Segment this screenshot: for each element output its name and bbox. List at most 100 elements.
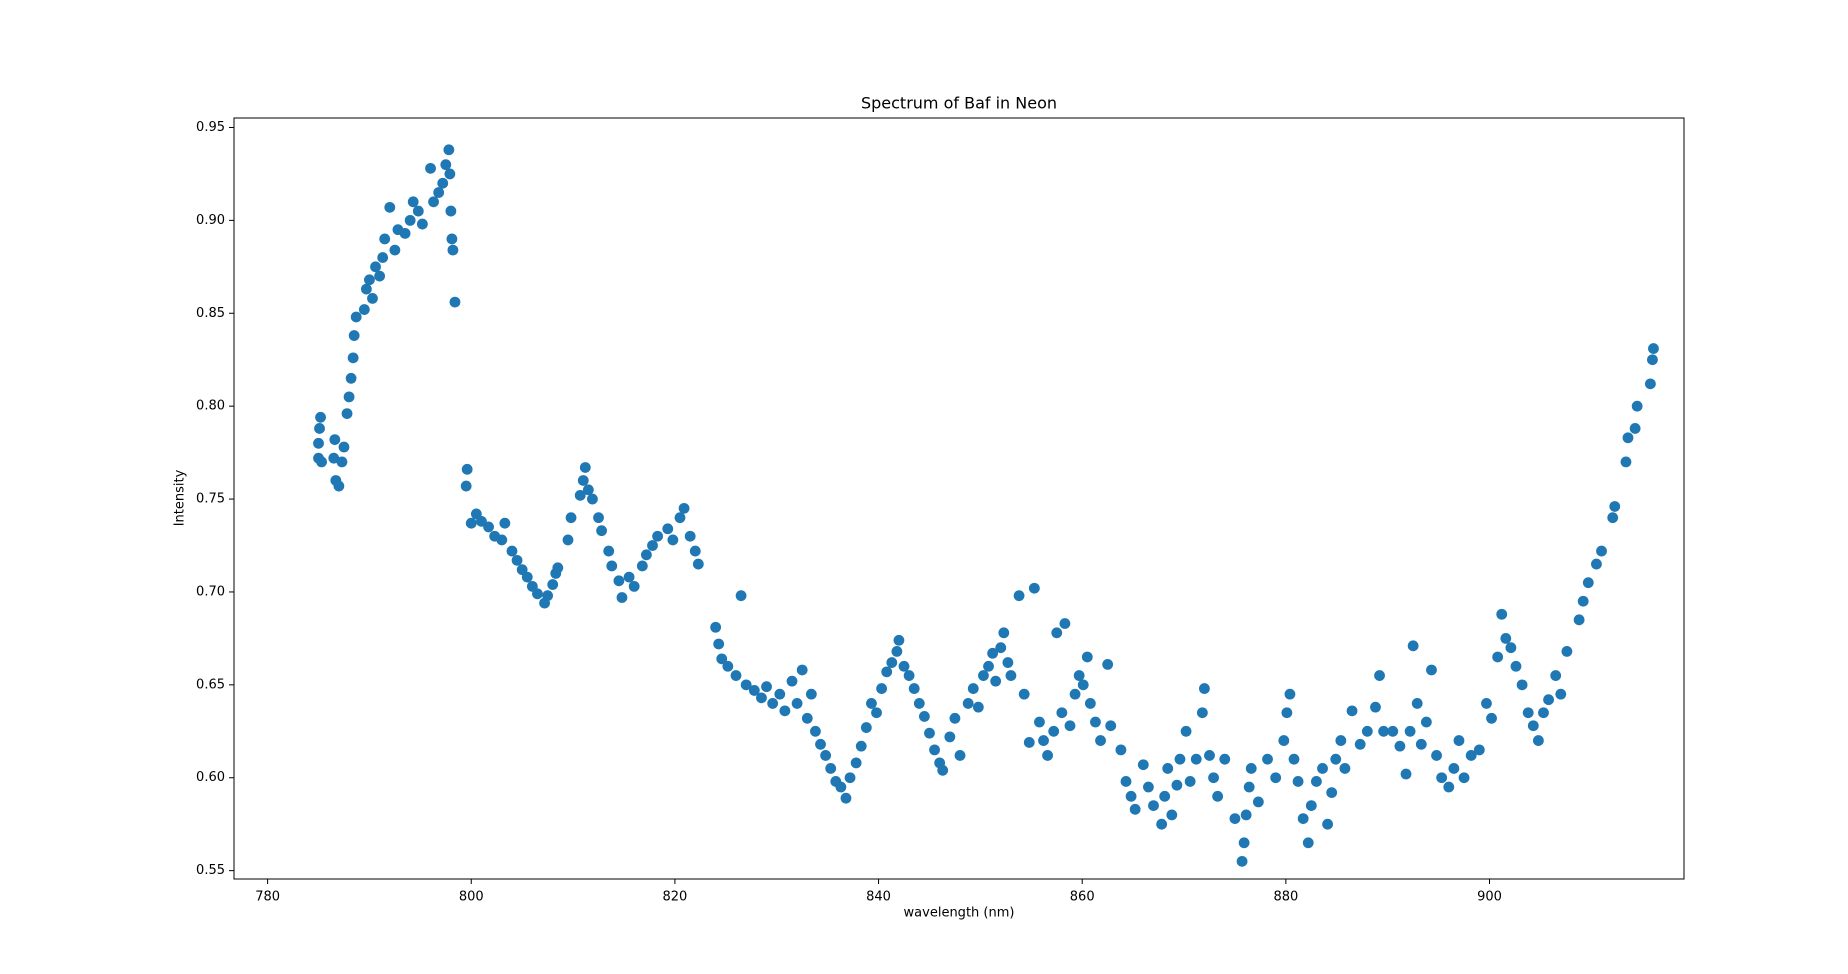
data-point bbox=[684, 530, 696, 542]
x-tick-label: 820 bbox=[662, 890, 687, 905]
data-point bbox=[1002, 657, 1014, 668]
data-point bbox=[1346, 705, 1358, 717]
data-point bbox=[1647, 354, 1658, 366]
data-point bbox=[1453, 735, 1465, 746]
data-point bbox=[328, 452, 340, 464]
data-point bbox=[1129, 803, 1141, 815]
y-tick-label: 0.65 bbox=[196, 677, 225, 692]
data-point bbox=[1115, 744, 1127, 756]
data-point bbox=[596, 525, 607, 537]
data-point bbox=[1229, 813, 1241, 825]
data-point bbox=[440, 159, 452, 171]
data-point bbox=[1448, 763, 1460, 774]
data-point bbox=[350, 311, 362, 323]
data-point bbox=[987, 647, 999, 659]
data-point bbox=[348, 330, 360, 341]
data-point bbox=[972, 701, 984, 713]
data-point bbox=[1238, 837, 1250, 849]
data-point bbox=[1162, 763, 1174, 774]
data-point bbox=[374, 270, 386, 282]
data-point bbox=[1073, 670, 1085, 681]
data-point bbox=[835, 781, 847, 793]
data-point bbox=[791, 698, 803, 709]
data-point bbox=[1648, 343, 1659, 354]
data-point bbox=[379, 233, 391, 245]
data-point bbox=[345, 372, 357, 384]
data-point bbox=[891, 646, 903, 657]
data-point bbox=[1212, 790, 1224, 802]
data-point bbox=[944, 731, 956, 743]
data-point bbox=[801, 712, 813, 724]
data-point bbox=[1326, 787, 1338, 799]
data-point bbox=[384, 201, 396, 213]
data-point bbox=[903, 670, 915, 681]
data-point bbox=[433, 187, 445, 198]
data-point bbox=[954, 750, 966, 761]
data-point bbox=[1522, 707, 1534, 719]
data-point bbox=[377, 252, 389, 263]
data-point bbox=[338, 441, 350, 453]
data-point bbox=[1486, 712, 1497, 724]
data-point bbox=[786, 675, 798, 687]
data-point bbox=[1387, 725, 1399, 737]
data-point bbox=[674, 512, 686, 524]
data-point bbox=[1069, 688, 1081, 700]
data-point bbox=[329, 434, 341, 446]
data-point bbox=[1240, 809, 1252, 821]
data-point bbox=[1543, 694, 1554, 706]
data-point bbox=[761, 681, 772, 693]
data-point bbox=[1284, 688, 1296, 700]
data-point bbox=[990, 675, 1002, 687]
data-point bbox=[1443, 781, 1455, 793]
data-point bbox=[1159, 790, 1171, 802]
data-point bbox=[1322, 818, 1334, 830]
data-point bbox=[606, 560, 618, 572]
data-point bbox=[1629, 423, 1641, 434]
data-point bbox=[962, 698, 974, 709]
data-point bbox=[983, 660, 994, 672]
data-point bbox=[840, 792, 852, 804]
data-point bbox=[623, 571, 635, 583]
data-point bbox=[881, 666, 893, 678]
data-point bbox=[735, 590, 747, 602]
data-point bbox=[1620, 456, 1632, 468]
data-point bbox=[913, 698, 925, 709]
data-point bbox=[949, 712, 961, 724]
data-point bbox=[805, 688, 817, 700]
y-tick-label: 0.85 bbox=[196, 306, 225, 321]
data-point bbox=[447, 244, 459, 256]
data-point bbox=[1180, 725, 1192, 737]
data-point bbox=[1622, 432, 1634, 444]
data-point bbox=[850, 757, 862, 769]
data-point bbox=[647, 540, 658, 551]
data-point bbox=[461, 463, 473, 475]
data-point bbox=[1278, 735, 1290, 746]
data-point bbox=[1317, 763, 1328, 774]
data-point bbox=[1137, 759, 1149, 771]
data-point bbox=[1156, 818, 1168, 830]
data-point bbox=[886, 657, 898, 668]
data-point bbox=[748, 685, 760, 696]
data-point bbox=[428, 196, 439, 208]
data-point bbox=[1196, 707, 1208, 719]
data-point bbox=[740, 679, 752, 691]
data-point bbox=[603, 545, 615, 557]
data-point bbox=[689, 545, 701, 557]
data-point bbox=[1013, 590, 1025, 602]
data-point bbox=[460, 480, 472, 492]
data-point bbox=[364, 274, 375, 286]
data-point bbox=[1051, 627, 1063, 639]
data-point bbox=[1245, 763, 1257, 774]
data-point bbox=[1199, 683, 1210, 694]
data-point bbox=[652, 530, 663, 542]
data-point bbox=[506, 545, 518, 557]
data-point bbox=[1148, 800, 1159, 812]
data-point bbox=[1411, 698, 1423, 709]
data-point bbox=[1077, 679, 1089, 691]
data-point bbox=[399, 227, 411, 239]
x-tick-label: 780 bbox=[255, 890, 280, 905]
data-point bbox=[1038, 735, 1049, 746]
data-point bbox=[1190, 753, 1202, 765]
data-point bbox=[767, 698, 779, 709]
data-point bbox=[1609, 501, 1621, 512]
